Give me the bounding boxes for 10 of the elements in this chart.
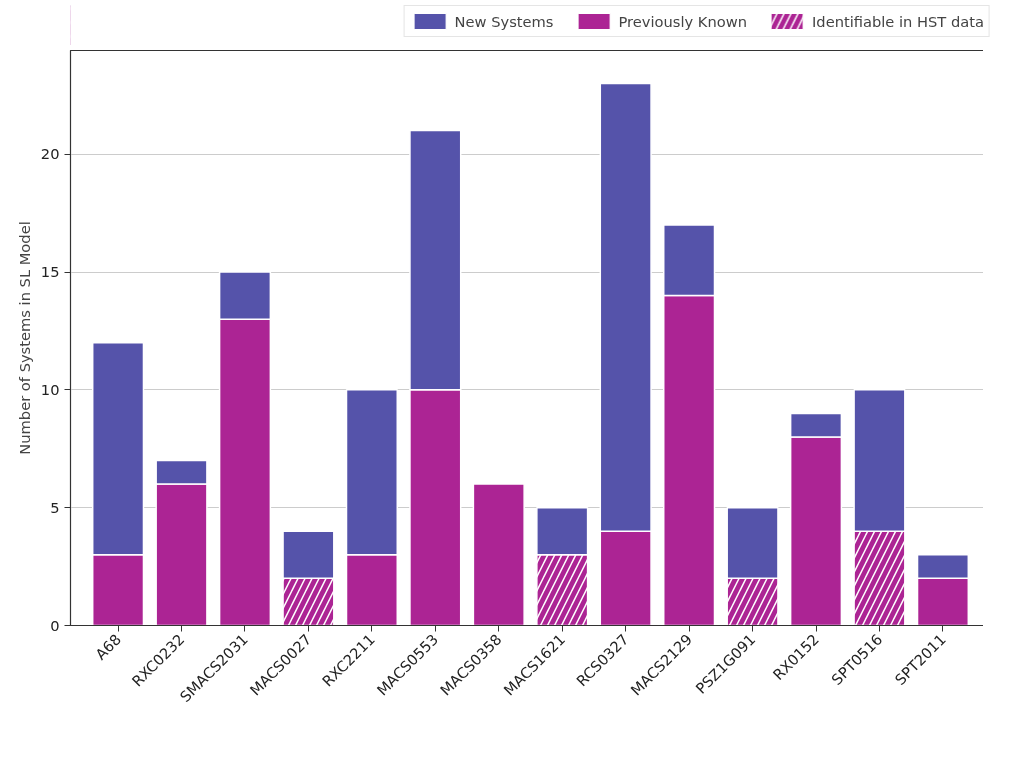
legend-label: New Systems [454,12,554,30]
y-tick-label: 5 [50,498,60,516]
bar [472,483,525,626]
legend-label: Identifiable in HST data [812,12,984,30]
y-tick-label: 10 [40,380,60,398]
y-tick-label: 15 [40,263,60,281]
legend-label: Previously Known [618,12,748,30]
y-tick-label: 20 [40,145,60,163]
y-axis-title: Number of Systems in SL Model [15,221,33,455]
y-tick-label: 0 [50,616,60,634]
